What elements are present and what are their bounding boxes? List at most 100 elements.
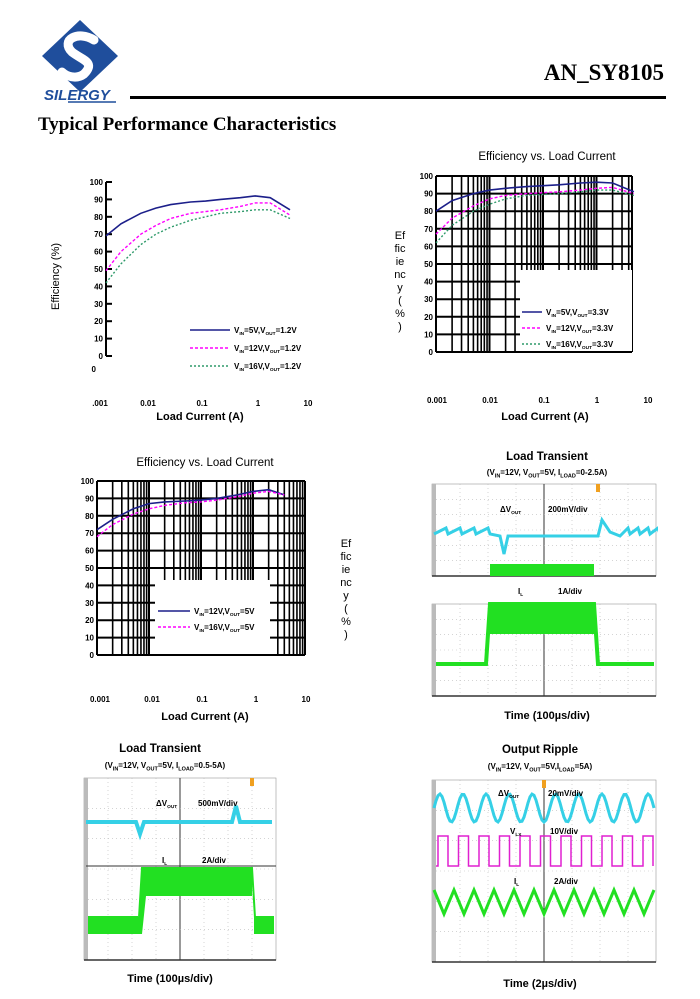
y-tick-label: 80 — [85, 512, 94, 521]
x-tick-label: 0.1 — [196, 695, 208, 704]
vout-trace — [86, 805, 272, 841]
il-low2 — [254, 916, 274, 934]
y-tick-label: 70 — [94, 230, 103, 239]
legend-label: VIN=16V,VOUT=3.3V — [546, 340, 614, 351]
series-line — [435, 186, 635, 235]
scope3-title: Output Ripple — [501, 744, 579, 756]
vout-trace — [432, 791, 656, 825]
scope2-time-label: Time (100µs/div) — [127, 973, 213, 985]
ylabel-letter: ) — [398, 321, 402, 333]
chart3-xlabel: Load Current (A) — [161, 711, 249, 723]
ylabel-letter: ( — [398, 295, 402, 307]
ylabel-letter: y — [343, 590, 349, 602]
document-id: AN_SY8105 — [543, 60, 664, 85]
series-line — [435, 181, 635, 212]
ylabel-letter: ie — [341, 564, 351, 576]
series-line — [105, 195, 291, 237]
legend-label: VIN=12V,VOUT=5V — [194, 607, 255, 618]
chart1-xlabel: Load Current (A) — [156, 411, 244, 423]
logo-text: SILERGY — [44, 87, 112, 104]
scope-edge — [432, 604, 436, 696]
channel-scale: 2A/div — [202, 856, 227, 865]
y-tick-label: 40 — [94, 282, 103, 291]
scope-edge — [432, 780, 436, 962]
ylabel-letter: y — [397, 282, 403, 294]
y-tick-label: 90 — [94, 195, 103, 204]
x-tick-label: 0.001 — [90, 695, 111, 704]
x-tick-label: 0.001 — [427, 396, 448, 405]
trigger-marker-icon — [542, 780, 546, 788]
y-tick-label: 10 — [424, 330, 433, 339]
il-low — [88, 916, 138, 934]
chart2-xlabel: Load Current (A) — [501, 411, 589, 423]
y-tick-label: 0 — [99, 352, 104, 361]
chart2-ylabel: Ef fic ie nc y(%) — [390, 230, 410, 334]
y-tick-label: 80 — [424, 207, 433, 216]
ylabel-letter: % — [341, 616, 351, 628]
scope1-subtitle: (VIN=12V, VOUT=5V, ILOAD=0-2.5A) — [486, 468, 608, 480]
legend-box — [155, 580, 270, 654]
legend-label: VIN=12V,VOUT=3.3V — [546, 324, 614, 335]
chart2-title: Efficiency vs. Load Current — [478, 151, 616, 163]
x-tick-label: 0.01 — [140, 399, 156, 408]
channel-label: IL — [514, 877, 519, 888]
il-trace — [432, 886, 656, 918]
x-tick-label: 10 — [644, 396, 653, 405]
x-tick-label: 10 — [304, 399, 313, 408]
silergy-logo: SILERGY — [42, 20, 118, 104]
ylabel-letter: % — [395, 308, 405, 320]
y-tick-label: 40 — [85, 581, 94, 590]
channel-label: IL — [518, 587, 523, 598]
channel-scale: 200mV/div — [548, 505, 588, 514]
channel-label: ΔVOUT — [156, 799, 177, 810]
legend-label: VIN=5V,VOUT=3.3V — [546, 308, 609, 319]
y-tick-label: 10 — [85, 634, 94, 643]
y-tick-label: 70 — [424, 225, 433, 234]
legend-box — [520, 270, 632, 351]
scope3-output-ripple: ΔVOUT 20mV/div VLX 10V/div IL 2A/div — [430, 778, 658, 964]
channel-label: IL — [162, 856, 167, 867]
y-tick-label: 30 — [94, 300, 103, 309]
ylabel-letter: ) — [344, 629, 348, 641]
x-tick-label: 0.01 — [144, 695, 160, 704]
channel-label: ΔVOUT — [500, 505, 521, 516]
x-tick-label: 0.01 — [482, 396, 498, 405]
il-trace — [436, 602, 654, 666]
x-tick-label: 1 — [256, 399, 261, 408]
scope-edge — [432, 484, 436, 576]
ylabel-letter: Ef — [340, 538, 352, 550]
y-tick-label: 100 — [420, 172, 434, 181]
scope2-load-transient: ΔVOUT 500mV/div IL 2A/div — [82, 776, 278, 962]
scope1-time-label: Time (100µs/div) — [504, 710, 590, 722]
channel-scale: 20mV/div — [548, 789, 584, 798]
y-tick-label: 100 — [90, 178, 104, 187]
y-tick-label: 20 — [424, 313, 433, 322]
scope1-load-transient: ΔVOUT 200mV/div IL 1A/div — [430, 482, 658, 698]
trigger-marker-icon — [250, 778, 254, 786]
y-tick-label: 50 — [94, 265, 103, 274]
vlx-trace — [436, 835, 654, 867]
y-tick-label: 20 — [94, 317, 103, 326]
y-tick-label: 10 — [94, 335, 103, 344]
channel-label: ΔVOUT — [498, 789, 519, 800]
y-tick-label: 40 — [424, 278, 433, 287]
channel-scale: 500mV/div — [198, 799, 238, 808]
x-tick-label: 0.1 — [538, 396, 550, 405]
il-trace-upper — [490, 564, 594, 576]
ylabel-letter: Ef — [394, 230, 406, 242]
scope2-title: Load Transient — [119, 743, 201, 755]
y-tick-label: 60 — [85, 547, 94, 556]
scope-edge — [84, 778, 88, 960]
series-line — [105, 202, 291, 272]
il-fill — [490, 606, 594, 634]
y-tick-label: 90 — [424, 190, 433, 199]
channel-scale: 2A/div — [554, 877, 579, 886]
legend-label: VIN=5V,VOUT=1.2V — [234, 326, 297, 337]
il-trace — [137, 867, 257, 935]
channel-label: VLX — [510, 827, 522, 838]
y-tick-label: 70 — [85, 529, 94, 538]
legend-label: VIN=16V,VOUT=1.2V — [234, 362, 302, 373]
